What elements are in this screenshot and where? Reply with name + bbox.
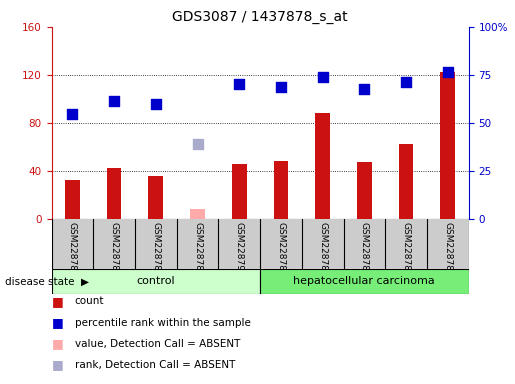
- Text: hepatocellular carcinoma: hepatocellular carcinoma: [294, 276, 435, 286]
- Bar: [232, 164, 247, 219]
- Text: GSM228783: GSM228783: [360, 222, 369, 277]
- Text: disease state  ▶: disease state ▶: [5, 276, 89, 286]
- Bar: [190, 209, 205, 219]
- Text: rank, Detection Call = ABSENT: rank, Detection Call = ABSENT: [75, 360, 235, 370]
- Text: ■: ■: [52, 358, 63, 371]
- Bar: [52, 269, 260, 294]
- Bar: [65, 180, 80, 219]
- Point: [110, 98, 118, 104]
- Point: [193, 141, 201, 147]
- Text: GSM228789: GSM228789: [193, 222, 202, 277]
- Text: ■: ■: [52, 337, 63, 350]
- Point: [68, 111, 76, 118]
- Text: ■: ■: [52, 316, 63, 329]
- Text: count: count: [75, 296, 104, 306]
- Point: [444, 70, 452, 76]
- Text: GSM228790: GSM228790: [235, 222, 244, 277]
- Text: GSM228782: GSM228782: [318, 222, 327, 277]
- Bar: [399, 144, 414, 219]
- Bar: [315, 113, 330, 219]
- Bar: [107, 169, 122, 219]
- Point: [235, 81, 243, 88]
- Text: GSM228781: GSM228781: [277, 222, 285, 277]
- Text: ■: ■: [52, 295, 63, 308]
- Point: [402, 79, 410, 85]
- Bar: [273, 161, 288, 219]
- Point: [360, 86, 368, 92]
- Text: value, Detection Call = ABSENT: value, Detection Call = ABSENT: [75, 339, 240, 349]
- Text: GSM228784: GSM228784: [402, 222, 410, 277]
- Bar: [440, 73, 455, 219]
- Bar: [357, 162, 372, 219]
- Text: control: control: [136, 276, 175, 286]
- Text: GSM228785: GSM228785: [443, 222, 452, 277]
- Text: GSM228787: GSM228787: [110, 222, 118, 277]
- Point: [318, 74, 327, 80]
- Point: [277, 84, 285, 90]
- Text: percentile rank within the sample: percentile rank within the sample: [75, 318, 251, 328]
- Title: GDS3087 / 1437878_s_at: GDS3087 / 1437878_s_at: [172, 10, 348, 25]
- Text: GSM228786: GSM228786: [68, 222, 77, 277]
- Bar: [260, 269, 469, 294]
- Point: [151, 101, 160, 107]
- Text: GSM228788: GSM228788: [151, 222, 160, 277]
- Bar: [148, 176, 163, 219]
